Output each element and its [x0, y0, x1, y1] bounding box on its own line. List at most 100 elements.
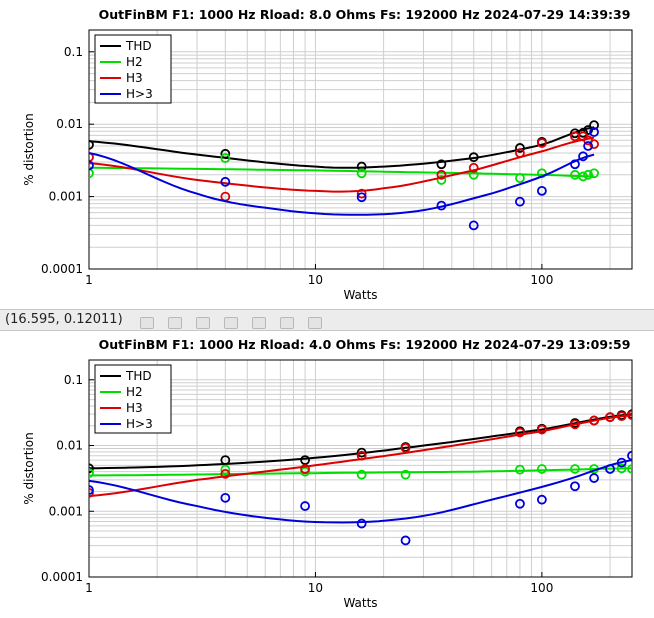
data-point-hgt3	[583, 141, 594, 151]
legend	[94, 364, 172, 434]
data-point-h3	[89, 488, 94, 498]
data-point-hgt3	[356, 518, 367, 529]
data-point-h2	[578, 171, 588, 182]
data-point-hgt3	[578, 151, 588, 162]
data-point-thd	[89, 463, 94, 474]
data-point-h3	[515, 148, 525, 158]
data-point-hgt3	[515, 498, 525, 509]
data-point-thd	[589, 120, 599, 131]
data-point-hgt3	[436, 200, 447, 211]
y-tick-label: 0.001	[49, 504, 83, 518]
data-point-h3	[627, 410, 632, 421]
fit-line-h3	[89, 136, 595, 193]
legend-label-hgt3: H>3	[126, 87, 153, 101]
data-point-h2	[570, 464, 580, 474]
data-point-thd	[356, 447, 367, 458]
x-axis-label: Watts	[343, 596, 377, 610]
data-point-hgt3	[468, 220, 479, 231]
fit-line-h2	[89, 467, 632, 477]
data-point-h3	[400, 443, 411, 453]
data-point-hgt3	[536, 185, 547, 196]
fit-line-thd	[89, 126, 595, 169]
legend-label-thd: THD	[125, 369, 152, 383]
data-point-h2	[536, 464, 547, 474]
data-point-h2	[515, 173, 525, 184]
data-point-h3	[356, 450, 367, 461]
data-point-thd	[220, 148, 231, 159]
x-axis-label: Watts	[343, 288, 377, 302]
x-tick-label: 1	[85, 581, 93, 595]
data-point-hgt3	[589, 127, 599, 137]
data-point-hgt3	[89, 160, 94, 171]
data-point-h3	[468, 162, 479, 173]
y-tick-label: 0.1	[64, 45, 83, 59]
toolbar-icon[interactable]	[140, 317, 154, 329]
grid-lines	[88, 29, 632, 270]
y-tick-label: 0.01	[56, 117, 83, 131]
data-point-h2	[627, 464, 632, 474]
plot-area	[89, 409, 632, 546]
legend-label-h2: H2	[126, 55, 143, 69]
toolbar-icon[interactable]	[280, 317, 294, 329]
data-point-hgt3	[616, 457, 627, 468]
data-point-hgt3	[570, 159, 580, 170]
y-tick-label: 0.0001	[41, 262, 83, 276]
data-point-h2	[589, 168, 599, 179]
data-point-h2	[436, 175, 447, 185]
fit-line-hgt3	[89, 459, 632, 524]
data-point-hgt3	[400, 535, 411, 546]
data-point-thd	[436, 159, 447, 170]
toolbar-icon[interactable]	[252, 317, 266, 329]
data-point-hgt3	[536, 494, 547, 505]
data-point-hgt3	[605, 464, 615, 474]
legend-label-h2: H2	[126, 385, 143, 399]
data-point-h2	[89, 468, 94, 479]
data-point-hgt3	[589, 473, 599, 483]
y-tick-label: 0.1	[64, 373, 83, 387]
x-tick-label: 10	[308, 581, 323, 595]
legend	[94, 34, 172, 104]
toolbar-icon[interactable]	[224, 317, 238, 329]
y-axis-label: % distortion	[22, 113, 36, 185]
fit-line-h2	[89, 166, 595, 178]
data-point-thd	[583, 125, 594, 135]
data-point-h2	[616, 463, 627, 474]
data-point-hgt3	[220, 492, 231, 503]
data-point-hgt3	[627, 450, 632, 461]
data-point-h3	[589, 415, 599, 426]
legend-label-h3: H3	[126, 71, 143, 85]
data-point-thd	[515, 143, 525, 153]
toolbar-icon[interactable]	[308, 317, 322, 329]
fit-line-hgt3	[89, 152, 595, 216]
data-point-h2	[356, 168, 367, 179]
legend-label-thd: THD	[125, 39, 152, 53]
data-point-h2	[400, 469, 411, 480]
data-point-h3	[515, 427, 525, 438]
y-tick-label: 0.001	[49, 190, 83, 204]
data-point-h3	[436, 169, 447, 180]
data-point-h3	[536, 138, 547, 148]
data-point-h3	[536, 424, 547, 435]
toolbar-icon[interactable]	[168, 317, 182, 329]
chart-title: OutFinBM F1: 1000 Hz Rload: 8.0 Ohms Fs:…	[99, 7, 631, 22]
y-axis-label: % distortion	[22, 432, 36, 504]
data-point-h3	[605, 412, 615, 423]
fit-line-thd	[89, 413, 632, 470]
data-point-hgt3	[570, 481, 580, 492]
coordinate-readout: (16.595, 0.12011)	[5, 312, 123, 327]
data-point-h3	[300, 464, 310, 474]
y-tick-label: 0.01	[56, 439, 83, 453]
toolbar-strip	[140, 314, 360, 329]
data-point-h2	[515, 464, 525, 475]
data-point-thd	[89, 139, 94, 150]
data-point-h3	[616, 411, 627, 422]
x-tick-label: 1	[85, 273, 93, 287]
data-point-h3	[220, 469, 231, 479]
x-tick-label: 10	[308, 273, 323, 287]
chart-4-ohm: OutFinBM F1: 1000 Hz Rload: 4.0 Ohms Fs:…	[22, 337, 633, 610]
grid-lines	[88, 359, 632, 578]
toolbar-icon[interactable]	[196, 317, 210, 329]
data-point-h3	[589, 139, 599, 150]
chart-title: OutFinBM F1: 1000 Hz Rload: 4.0 Ohms Fs:…	[99, 337, 631, 352]
data-point-thd	[468, 152, 479, 163]
